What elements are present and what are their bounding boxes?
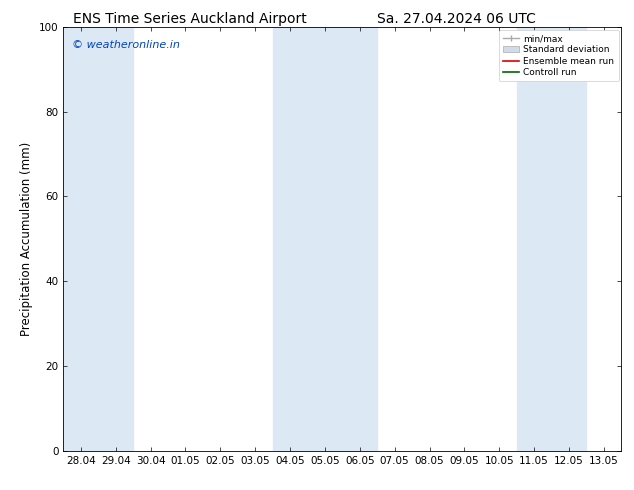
Text: Sa. 27.04.2024 06 UTC: Sa. 27.04.2024 06 UTC [377,12,536,26]
Bar [517,27,586,451]
Text: ENS Time Series Auckland Airport: ENS Time Series Auckland Airport [74,12,307,26]
Bar [63,27,133,451]
Y-axis label: Precipitation Accumulation (mm): Precipitation Accumulation (mm) [20,142,34,336]
Legend: min/max, Standard deviation, Ensemble mean run, Controll run: min/max, Standard deviation, Ensemble me… [499,30,619,81]
Bar [273,27,377,451]
Text: © weatheronline.in: © weatheronline.in [72,40,179,49]
